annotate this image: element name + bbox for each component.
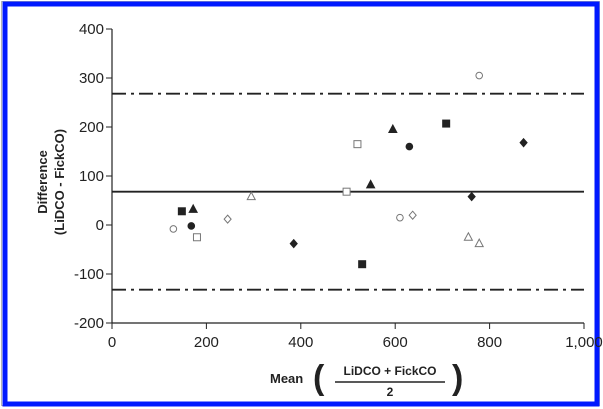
data-point-filled-diamond: [467, 191, 476, 202]
x-tick-labels: 0 200 400 600 800 1,000: [108, 334, 603, 351]
x-axis-title-left-paren: (: [313, 359, 325, 397]
x-axis-title-denominator: 2: [387, 385, 394, 399]
x-tick-label: 1,000: [565, 334, 603, 351]
y-tick-label: -200: [74, 315, 104, 332]
data-point-filled-diamond: [289, 238, 298, 249]
x-tick-label: 800: [477, 334, 502, 351]
y-tick-label: 200: [79, 119, 104, 136]
data-points: [169, 71, 528, 269]
x-axis-title-numerator: LiDCO + FickCO: [343, 364, 436, 378]
y-axis-title-line1: Difference: [35, 150, 50, 214]
data-point-open-triangle: [474, 238, 485, 248]
data-point-open-circle: [396, 213, 404, 222]
y-tick-label: 400: [79, 21, 104, 38]
data-point-filled-circle: [405, 142, 414, 151]
data-point-filled-triangle: [365, 179, 376, 189]
data-point-filled-circle: [187, 222, 196, 230]
data-point-filled-triangle: [388, 123, 398, 133]
data-point-open-square: [192, 233, 201, 242]
data-point-open-diamond: [408, 210, 417, 220]
data-point-open-square: [342, 187, 351, 196]
data-point-open-diamond: [223, 214, 232, 224]
y-tick-label: 0: [96, 217, 104, 234]
y-axis-title-line2: (LiDCO - FickCO): [52, 129, 67, 235]
tick-marks: [106, 28, 585, 329]
x-tick-label: 200: [194, 334, 219, 351]
y-tick-label: 300: [79, 70, 104, 87]
y-axis-title: Difference (LiDCO - FickCO): [35, 129, 67, 235]
y-tick-label: 100: [79, 168, 104, 185]
data-point-open-triangle: [463, 231, 474, 241]
y-tick-label: -100: [74, 266, 104, 283]
data-point-filled-diamond: [519, 137, 528, 148]
x-tick-label: 400: [288, 334, 313, 351]
data-point-open-triangle: [246, 191, 257, 201]
y-tick-labels: -200 -100 0 100 200 300 400: [74, 21, 104, 332]
x-axis-title-mean: Mean: [270, 371, 303, 386]
x-tick-label: 0: [108, 334, 116, 351]
x-axis-title-right-paren: ): [452, 359, 463, 397]
data-point-open-square: [353, 140, 362, 149]
data-point-filled-triangle: [188, 203, 199, 213]
data-point-open-circle: [475, 71, 484, 80]
data-point-open-circle: [169, 225, 178, 233]
axes: [111, 29, 584, 324]
x-axis-title: Mean ( LiDCO + FickCO 2 ): [270, 359, 463, 399]
data-point-filled-square: [177, 207, 186, 216]
data-point-filled-square: [442, 119, 451, 128]
data-point-filled-square: [358, 260, 367, 269]
x-tick-label: 600: [383, 334, 408, 351]
